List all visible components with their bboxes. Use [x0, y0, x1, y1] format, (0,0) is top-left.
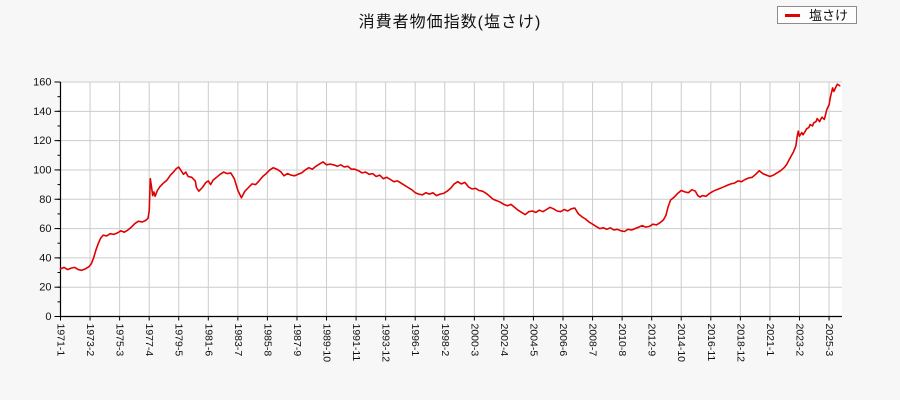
x-tick-label: 1979-5	[173, 324, 185, 357]
x-tick-label: 1991-11	[350, 324, 362, 362]
x-tick-label: 1983-7	[232, 324, 244, 357]
x-tick-label: 2016-11	[705, 324, 717, 362]
y-tick-label: 120	[33, 135, 51, 147]
x-tick-label: 1981-6	[202, 324, 214, 357]
y-tick-label: 100	[33, 164, 51, 176]
legend-line-sample	[785, 13, 800, 17]
y-tick-label: 80	[39, 194, 51, 206]
x-tick-label: 1975-3	[114, 324, 126, 357]
page-title: 消費者物価指数(塩さけ)	[358, 14, 542, 31]
x-tick-label: 2018-12	[734, 324, 746, 363]
x-tick-label: 2023-2	[793, 324, 805, 357]
x-tick-label: 1973-2	[84, 324, 96, 357]
x-tick-label: 2025-3	[823, 324, 835, 357]
x-tick-label: 1996-1	[409, 324, 421, 357]
series-line	[59, 83, 841, 272]
y-tick-label: 140	[33, 106, 51, 118]
x-tick-label: 1998-2	[439, 324, 451, 357]
x-tick-label: 1971-1	[55, 324, 67, 357]
x-tick-label: 2006-6	[557, 324, 569, 357]
x-tick-label: 2010-8	[616, 324, 628, 357]
x-tick-label: 2008-7	[587, 324, 599, 357]
x-tick-label: 1987-9	[291, 324, 303, 357]
x-tick-label: 2021-1	[764, 324, 776, 357]
x-tick-label: 2000-3	[468, 324, 480, 357]
x-tick-label: 2014-10	[675, 324, 687, 363]
x-tick-label: 2002-4	[498, 324, 510, 357]
y-tick-label: 160	[33, 77, 51, 89]
legend-series-label: 塩さけ	[809, 7, 849, 23]
legend: 塩さけ	[777, 6, 857, 24]
y-tick-label: 40	[39, 252, 51, 264]
y-tick-label: 0	[45, 311, 51, 323]
x-tick-label: 2012-9	[646, 324, 658, 357]
x-tick-label: 2004-5	[527, 324, 539, 357]
x-tick-label: 1977-4	[143, 324, 155, 357]
x-tick-label: 1985-8	[261, 324, 273, 357]
y-tick-label: 60	[39, 223, 51, 235]
x-tick-label: 1989-10	[321, 324, 333, 363]
y-tick-label: 20	[39, 282, 51, 294]
x-tick-label: 1993-12	[380, 324, 392, 363]
